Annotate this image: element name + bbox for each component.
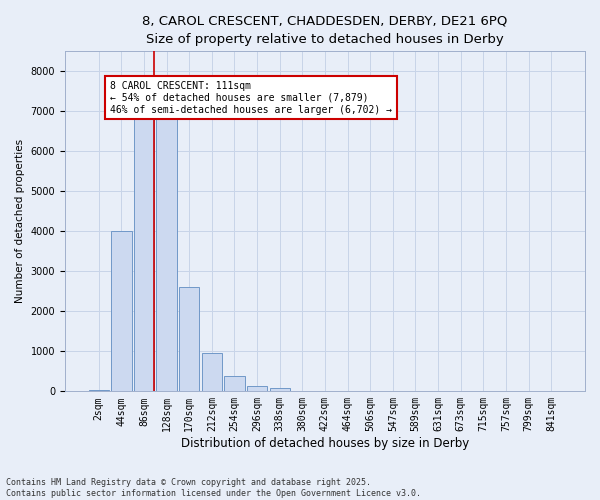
Bar [111, 232, 131, 392]
Bar [179, 288, 199, 392]
Text: 8 CAROL CRESCENT: 111sqm
← 54% of detached houses are smaller (7,879)
46% of sem: 8 CAROL CRESCENT: 111sqm ← 54% of detach… [110, 82, 392, 114]
Bar [157, 108, 177, 392]
Bar [247, 386, 267, 392]
Bar [269, 388, 290, 392]
X-axis label: Distribution of detached houses by size in Derby: Distribution of detached houses by size … [181, 437, 469, 450]
Title: 8, CAROL CRESCENT, CHADDESDEN, DERBY, DE21 6PQ
Size of property relative to deta: 8, CAROL CRESCENT, CHADDESDEN, DERBY, DE… [142, 15, 508, 46]
Bar [134, 108, 154, 392]
Y-axis label: Number of detached properties: Number of detached properties [15, 140, 25, 304]
Bar [224, 376, 245, 392]
Bar [89, 390, 109, 392]
Text: Contains HM Land Registry data © Crown copyright and database right 2025.
Contai: Contains HM Land Registry data © Crown c… [6, 478, 421, 498]
Bar [202, 354, 222, 392]
